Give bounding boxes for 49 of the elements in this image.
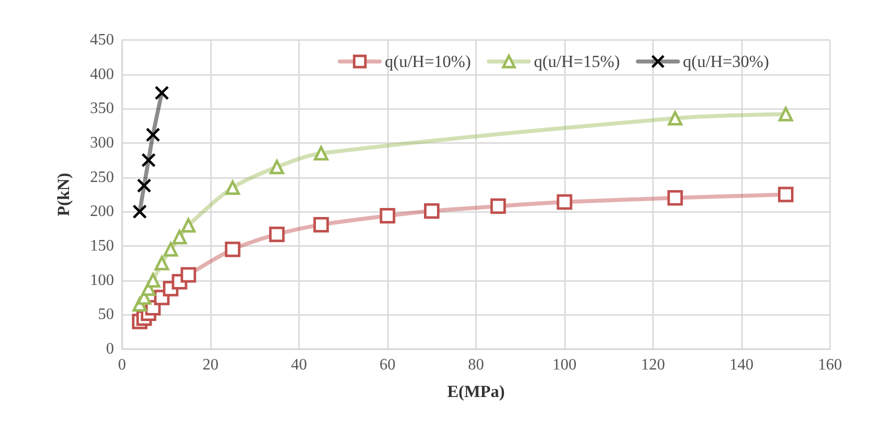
y-tick-label: 400 bbox=[90, 66, 114, 83]
point bbox=[269, 226, 285, 242]
point bbox=[146, 128, 160, 142]
point bbox=[136, 178, 152, 193]
point bbox=[424, 203, 440, 219]
x-tick-label: 160 bbox=[818, 356, 842, 374]
point bbox=[146, 273, 160, 288]
y-tick-label: 50 bbox=[98, 306, 114, 324]
point bbox=[224, 242, 240, 258]
x-tick-label: 40 bbox=[291, 356, 307, 374]
x-tick-label: 140 bbox=[730, 356, 754, 374]
point bbox=[181, 218, 196, 233]
y-axis-title: P(kN) bbox=[54, 172, 73, 216]
x-tick-label: 60 bbox=[380, 356, 396, 374]
point bbox=[380, 208, 396, 224]
point bbox=[778, 106, 793, 122]
point bbox=[225, 180, 240, 195]
point bbox=[314, 146, 328, 161]
point bbox=[270, 160, 284, 174]
point bbox=[141, 152, 156, 168]
legend-label: q(u/H=15%) bbox=[534, 52, 620, 71]
y-tick-label: 350 bbox=[90, 100, 114, 118]
x-tick-label: 80 bbox=[468, 356, 484, 374]
point bbox=[778, 186, 794, 202]
point bbox=[556, 194, 572, 210]
point bbox=[667, 190, 683, 206]
y-tick-label: 200 bbox=[90, 203, 114, 220]
x-tick-label: 100 bbox=[552, 356, 576, 374]
legend-label: q(u/H=10%) bbox=[384, 52, 471, 71]
x-tick-label: 0 bbox=[118, 356, 126, 374]
x-axis-title: E(MPa) bbox=[447, 382, 505, 401]
legend-label: q(u/H=30%) bbox=[682, 52, 770, 71]
x-tick-label: 20 bbox=[202, 356, 218, 374]
x-tick-label: 120 bbox=[641, 356, 665, 374]
y-tick-label: 450 bbox=[90, 32, 114, 48]
y-tick-label: 300 bbox=[90, 134, 114, 152]
point bbox=[490, 198, 506, 214]
point bbox=[154, 86, 170, 100]
y-tick-label: 250 bbox=[90, 168, 114, 186]
y-tick-label: 0 bbox=[106, 340, 114, 358]
point bbox=[180, 267, 196, 283]
y-tick-label: 150 bbox=[90, 238, 114, 254]
point bbox=[132, 204, 147, 219]
point bbox=[154, 256, 170, 270]
point bbox=[668, 111, 682, 126]
point bbox=[163, 242, 178, 257]
y-tick-label: 100 bbox=[90, 272, 114, 289]
point bbox=[172, 230, 187, 244]
point bbox=[313, 216, 329, 232]
